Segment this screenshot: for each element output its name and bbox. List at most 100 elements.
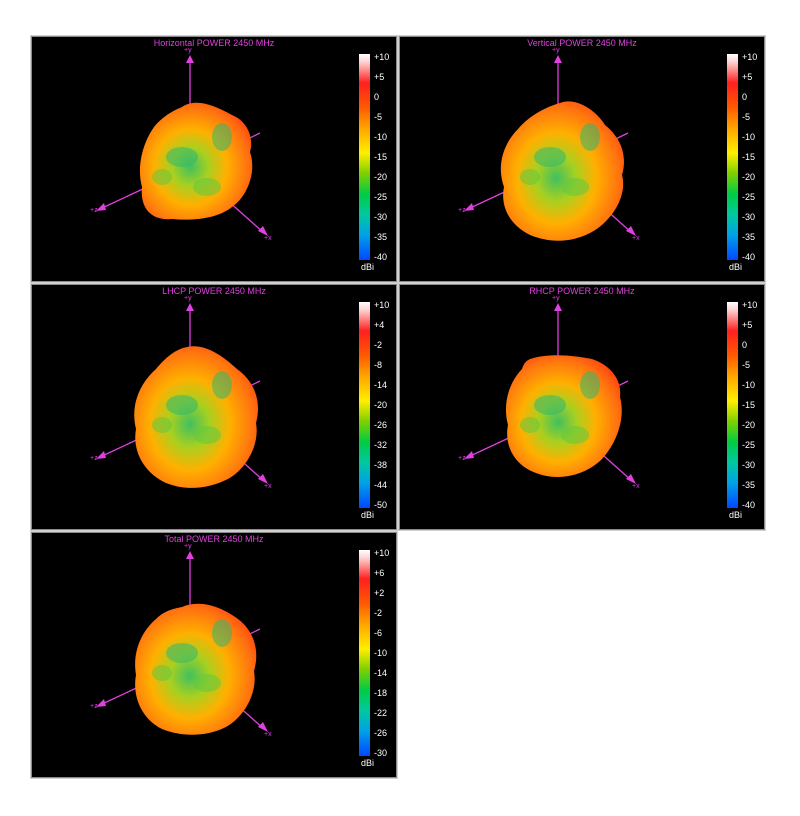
scale-tick-label: +5 bbox=[742, 320, 753, 330]
scale-tick-label: -30 bbox=[742, 460, 756, 470]
scale-unit-label: dBi bbox=[729, 262, 743, 272]
surface-patch bbox=[166, 147, 198, 167]
x-arrow-icon bbox=[626, 474, 636, 484]
scale-tick-label: -40 bbox=[742, 252, 756, 262]
scale-tick-label: -30 bbox=[374, 212, 388, 222]
scale-tick-label: -6 bbox=[374, 628, 383, 638]
color-scale-bar bbox=[359, 302, 370, 508]
scale-tick-label: +5 bbox=[374, 72, 385, 82]
scale-tick-label: -5 bbox=[742, 360, 751, 370]
surface-patch bbox=[212, 619, 232, 647]
radiation-pattern-3d bbox=[464, 55, 636, 241]
x-arrow-icon bbox=[258, 722, 268, 732]
scale-tick-label: -8 bbox=[374, 360, 383, 370]
pattern-surface bbox=[505, 355, 622, 477]
y-arrow-icon bbox=[554, 55, 562, 63]
scale-tick-label: -10 bbox=[374, 648, 388, 658]
scale-tick-label: -44 bbox=[374, 480, 388, 490]
scale-tick-label: -25 bbox=[742, 440, 756, 450]
z-axis-label: +z bbox=[90, 455, 98, 462]
scale-tick-label: -38 bbox=[374, 460, 388, 470]
color-scale-bar bbox=[727, 302, 738, 508]
surface-patch bbox=[166, 643, 198, 663]
pattern-surface bbox=[134, 346, 258, 488]
scale-tick-label: +10 bbox=[374, 548, 390, 558]
z-axis-label: +z bbox=[90, 703, 98, 710]
surface-patch bbox=[152, 665, 172, 681]
y-axis-label: +y bbox=[184, 47, 192, 54]
scale-tick-label: -35 bbox=[742, 232, 756, 242]
scale-tick-label: -25 bbox=[374, 192, 388, 202]
scale-unit-label: dBi bbox=[361, 758, 375, 768]
surface-patch bbox=[580, 371, 600, 399]
radiation-pattern-3d bbox=[464, 303, 636, 484]
radiation-pattern-3d bbox=[96, 303, 268, 488]
scale-tick-label: -15 bbox=[374, 152, 388, 162]
surface-patch bbox=[580, 123, 600, 151]
surface-patch bbox=[520, 169, 540, 185]
z-arrow-icon bbox=[464, 203, 474, 211]
panel-title: Vertical POWER 2450 MHz bbox=[527, 38, 637, 48]
y-arrow-icon bbox=[186, 303, 194, 311]
y-arrow-icon bbox=[186, 551, 194, 559]
scale-tick-label: -15 bbox=[742, 152, 756, 162]
scale-unit-label: dBi bbox=[361, 262, 375, 272]
scale-tick-label: -35 bbox=[374, 232, 388, 242]
z-axis-label: +z bbox=[90, 207, 98, 214]
scale-tick-label: -26 bbox=[374, 420, 388, 430]
scale-tick-label: -20 bbox=[374, 172, 388, 182]
z-arrow-icon bbox=[96, 203, 106, 211]
scale-tick-label: 0 bbox=[742, 340, 748, 350]
z-arrow-icon bbox=[96, 451, 106, 459]
scale-tick-label: -14 bbox=[374, 668, 388, 678]
scale-tick-label: +10 bbox=[742, 52, 758, 62]
x-axis-label: +x bbox=[632, 483, 640, 490]
scale-tick-label: +10 bbox=[374, 300, 390, 310]
scale-tick-label: -35 bbox=[742, 480, 756, 490]
radiation-pattern-3d bbox=[96, 55, 268, 236]
scale-tick-label: -10 bbox=[742, 132, 756, 142]
scale-tick-label: -20 bbox=[742, 172, 756, 182]
y-arrow-icon bbox=[186, 55, 194, 63]
y-axis-label: +y bbox=[552, 47, 560, 54]
surface-patch bbox=[166, 395, 198, 415]
surface-patch bbox=[212, 371, 232, 399]
z-arrow-icon bbox=[464, 451, 474, 459]
panel-title: LHCP POWER 2450 MHz bbox=[162, 286, 266, 296]
surface-patch bbox=[193, 178, 221, 196]
scale-unit-label: dBi bbox=[729, 510, 743, 520]
scale-tick-label: +10 bbox=[742, 300, 758, 310]
x-arrow-icon bbox=[258, 226, 268, 236]
pattern-panel-horizontal: Horizontal POWER 2450 MHz +y +z +x +10 +5 0 -5 -… bbox=[30, 35, 398, 283]
z-axis-label: +z bbox=[458, 207, 466, 214]
pattern-panel-lhcp: LHCP POWER 2450 MHz +y +z +x +10 +4 -2 -8 -14 -20… bbox=[30, 283, 398, 531]
surface-patch bbox=[212, 123, 232, 151]
scale-tick-label: -25 bbox=[742, 192, 756, 202]
y-arrow-icon bbox=[554, 303, 562, 311]
scale-tick-label: -50 bbox=[374, 500, 388, 510]
scale-tick-label: 0 bbox=[374, 92, 380, 102]
scale-tick-label: -5 bbox=[742, 112, 751, 122]
color-scale-bar bbox=[359, 550, 370, 756]
scale-tick-label: -10 bbox=[374, 132, 388, 142]
scale-tick-label: -20 bbox=[374, 400, 388, 410]
pattern-panel-rhcp: RHCP POWER 2450 MHz +y +z +x +10 +5 0 -5 -10 -15 -… bbox=[398, 283, 766, 531]
surface-patch bbox=[152, 417, 172, 433]
x-arrow-icon bbox=[626, 226, 636, 236]
x-axis-label: +x bbox=[264, 483, 272, 490]
color-scale-bar bbox=[359, 54, 370, 260]
scale-tick-label: -18 bbox=[374, 688, 388, 698]
scale-tick-label: -10 bbox=[742, 380, 756, 390]
radiation-pattern-3d bbox=[96, 551, 268, 735]
scale-tick-label: -40 bbox=[742, 500, 756, 510]
scale-tick-label: -5 bbox=[374, 112, 383, 122]
x-axis-label: +x bbox=[264, 235, 272, 242]
surface-patch bbox=[561, 178, 589, 196]
scale-tick-label: -2 bbox=[374, 340, 383, 350]
scale-tick-label: -20 bbox=[742, 420, 756, 430]
scale-tick-label: 0 bbox=[742, 92, 748, 102]
surface-patch bbox=[534, 395, 566, 415]
panel-title: Total POWER 2450 MHz bbox=[164, 534, 264, 544]
x-arrow-icon bbox=[258, 474, 268, 484]
scale-tick-label: +6 bbox=[374, 568, 385, 578]
